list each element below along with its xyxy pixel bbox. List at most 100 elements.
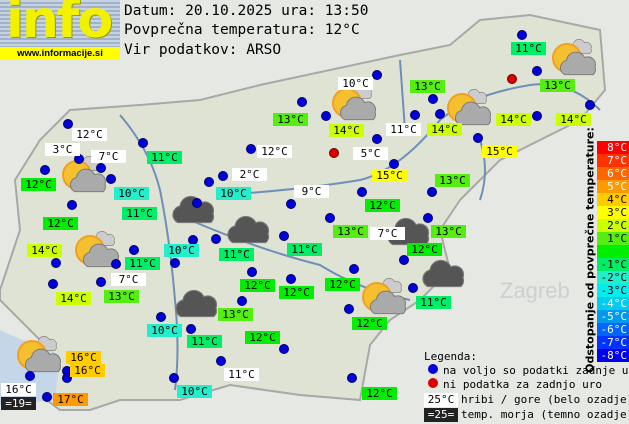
- temperature-label[interactable]: 14°C: [27, 244, 62, 257]
- temperature-label[interactable]: 15°C: [482, 145, 517, 158]
- station-dot[interactable]: [297, 97, 307, 107]
- temperature-label[interactable]: 12°C: [325, 278, 360, 291]
- temperature-label[interactable]: 11°C: [287, 243, 322, 256]
- station-dot[interactable]: [347, 373, 357, 383]
- temperature-label[interactable]: 17°C: [53, 393, 88, 406]
- station-dot[interactable]: [473, 133, 483, 143]
- station-dot[interactable]: [204, 177, 214, 187]
- temperature-label[interactable]: 13°C: [435, 174, 470, 187]
- station-dot[interactable]: [357, 187, 367, 197]
- temperature-label[interactable]: 11°C: [416, 296, 451, 309]
- station-dot[interactable]: [344, 304, 354, 314]
- temperature-label[interactable]: 14°C: [496, 113, 531, 126]
- station-dot[interactable]: [111, 259, 121, 269]
- station-dot[interactable]: [435, 109, 445, 119]
- temperature-label[interactable]: 10°C: [147, 324, 182, 337]
- temperature-label[interactable]: 12°C: [362, 387, 397, 400]
- mountain-temperature-label[interactable]: 12°C: [257, 145, 292, 158]
- station-dot[interactable]: [67, 200, 77, 210]
- temperature-label[interactable]: 13°C: [273, 113, 308, 126]
- temperature-label[interactable]: 12°C: [245, 331, 280, 344]
- station-dot[interactable]: [532, 66, 542, 76]
- station-dot[interactable]: [410, 110, 420, 120]
- station-dot[interactable]: [96, 163, 106, 173]
- temperature-label[interactable]: 11°C: [147, 151, 182, 164]
- temperature-label[interactable]: 10°C: [177, 385, 212, 398]
- station-dot[interactable]: [321, 111, 331, 121]
- temperature-label[interactable]: 12°C: [365, 199, 400, 212]
- station-dot[interactable]: [62, 373, 72, 383]
- station-dot[interactable]: [51, 258, 61, 268]
- mountain-temperature-label[interactable]: 7°C: [91, 150, 126, 163]
- station-dot[interactable]: [349, 264, 359, 274]
- station-dot[interactable]: [63, 119, 73, 129]
- station-dot[interactable]: [286, 199, 296, 209]
- mountain-temperature-label[interactable]: 2°C: [232, 168, 267, 181]
- temperature-label[interactable]: 11°C: [511, 42, 546, 55]
- station-dot[interactable]: [48, 279, 58, 289]
- temperature-label[interactable]: 13°C: [333, 225, 368, 238]
- station-dot[interactable]: [423, 213, 433, 223]
- temperature-label[interactable]: 15°C: [372, 169, 407, 182]
- temperature-label[interactable]: 13°C: [431, 225, 466, 238]
- temperature-label[interactable]: 10°C: [216, 187, 251, 200]
- mountain-temperature-label[interactable]: 7°C: [370, 227, 405, 240]
- station-dot[interactable]: [247, 267, 257, 277]
- logo-url[interactable]: www.informacije.si: [0, 47, 120, 60]
- sea-temperature-label[interactable]: =19=: [1, 397, 36, 410]
- mountain-temperature-label[interactable]: 11°C: [386, 123, 421, 136]
- station-dot[interactable]: [192, 198, 202, 208]
- station-dot[interactable]: [216, 356, 226, 366]
- temperature-label[interactable]: 16°C: [66, 351, 101, 364]
- station-dot[interactable]: [237, 296, 247, 306]
- temperature-label[interactable]: 12°C: [407, 243, 442, 256]
- temperature-label[interactable]: 13°C: [410, 80, 445, 93]
- station-dot[interactable]: [129, 245, 139, 255]
- station-dot[interactable]: [169, 373, 179, 383]
- station-dot[interactable]: [325, 213, 335, 223]
- station-dot[interactable]: [517, 30, 527, 40]
- temperature-label[interactable]: 12°C: [279, 286, 314, 299]
- station-dot[interactable]: [170, 258, 180, 268]
- station-dot[interactable]: [106, 174, 116, 184]
- temperature-label[interactable]: 13°C: [104, 290, 139, 303]
- station-dot[interactable]: [286, 274, 296, 284]
- station-missing-dot[interactable]: [507, 74, 517, 84]
- temperature-label[interactable]: 11°C: [187, 335, 222, 348]
- temperature-label[interactable]: 13°C: [218, 308, 253, 321]
- temperature-label[interactable]: 13°C: [540, 79, 575, 92]
- mountain-temperature-label[interactable]: 12°C: [72, 128, 107, 141]
- mountain-temperature-label[interactable]: 11°C: [224, 368, 259, 381]
- station-dot[interactable]: [372, 70, 382, 80]
- station-missing-dot[interactable]: [329, 148, 339, 158]
- station-dot[interactable]: [389, 159, 399, 169]
- station-dot[interactable]: [427, 187, 437, 197]
- mountain-temperature-label[interactable]: 9°C: [294, 185, 329, 198]
- station-dot[interactable]: [532, 111, 542, 121]
- temperature-label[interactable]: 14°C: [56, 292, 91, 305]
- temperature-label[interactable]: 12°C: [21, 178, 56, 191]
- station-dot[interactable]: [40, 165, 50, 175]
- station-dot[interactable]: [211, 234, 221, 244]
- station-dot[interactable]: [156, 312, 166, 322]
- station-dot[interactable]: [42, 392, 52, 402]
- station-dot[interactable]: [408, 283, 418, 293]
- temperature-label[interactable]: 12°C: [240, 279, 275, 292]
- temperature-label[interactable]: 10°C: [114, 187, 149, 200]
- temperature-label[interactable]: 11°C: [125, 257, 160, 270]
- station-dot[interactable]: [25, 371, 35, 381]
- station-dot[interactable]: [218, 171, 228, 181]
- mountain-temperature-label[interactable]: 5°C: [353, 147, 388, 160]
- station-dot[interactable]: [96, 277, 106, 287]
- mountain-temperature-label[interactable]: 3°C: [45, 143, 80, 156]
- temperature-label[interactable]: 12°C: [43, 217, 78, 230]
- station-dot[interactable]: [428, 94, 438, 104]
- station-dot[interactable]: [246, 144, 256, 154]
- temperature-label[interactable]: 11°C: [219, 248, 254, 261]
- logo[interactable]: info www.informacije.si: [0, 0, 120, 60]
- temperature-label[interactable]: 16°C: [70, 364, 105, 377]
- temperature-label[interactable]: 14°C: [556, 113, 591, 126]
- station-dot[interactable]: [279, 344, 289, 354]
- temperature-label[interactable]: 14°C: [329, 124, 364, 137]
- temperature-label[interactable]: 10°C: [164, 244, 199, 257]
